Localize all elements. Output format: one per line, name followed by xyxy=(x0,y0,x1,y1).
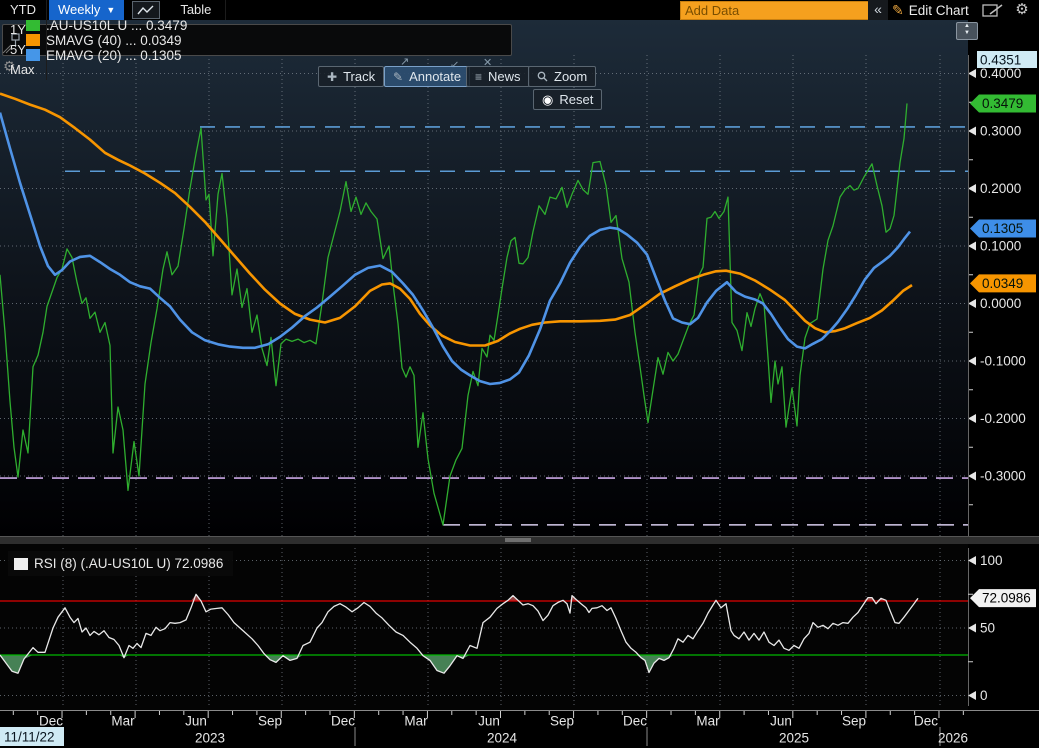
axis-tick-arrow xyxy=(968,184,976,193)
reset-label: Reset xyxy=(559,92,593,107)
rsi-legend-label: RSI (8) (.AU-US10L U) 72.0986 xyxy=(34,556,223,571)
axis-tick-label: 0.0000 xyxy=(980,296,1021,311)
high-value-label: 0.4351 xyxy=(980,53,1021,68)
year-label: 2023 xyxy=(195,731,225,746)
month-label: Mar xyxy=(696,714,720,729)
period-dropdown[interactable]: Weekly ▼ xyxy=(49,0,124,20)
month-label: Dec xyxy=(623,714,647,729)
reset-dot-icon: ◉ xyxy=(542,92,553,108)
axis-tick-arrow xyxy=(968,357,976,366)
axis-tick-label: 0.1000 xyxy=(980,239,1021,254)
axis-tick-label: 0.4000 xyxy=(980,66,1021,81)
table-button[interactable]: Table xyxy=(166,0,226,20)
year-label: 2026 xyxy=(938,731,968,746)
legend-label: SMAVG (40) ... 0.0349 xyxy=(46,33,182,48)
year-label: 2024 xyxy=(487,731,518,746)
crosshair-icon: ✚ xyxy=(327,70,337,84)
chevron-down-icon: ▼ xyxy=(106,0,115,20)
bloomberg-chart-window: 0.4000 0.3000 0.2000 0.1000 0.0000 -0.1000 -0.… xyxy=(0,0,1039,748)
axis-tick-label: 100 xyxy=(980,553,1003,568)
add-data-input[interactable] xyxy=(680,1,872,20)
zoom-button[interactable]: Zoom xyxy=(528,66,596,87)
news-button[interactable]: ≡ News xyxy=(466,66,530,87)
axis-tick-label: 0.2000 xyxy=(980,181,1021,196)
period-tabs: 3D1M6MYTD1Y5YMax xyxy=(0,0,47,80)
axis-tick-arrow xyxy=(968,299,976,308)
axis-tick-label: 0 xyxy=(980,688,988,703)
annotate-label: Annotate xyxy=(409,69,461,84)
legend-item[interactable]: SMAVG (40) ... 0.0349 xyxy=(26,33,187,48)
zoom-label: Zoom xyxy=(554,69,587,84)
panel-resize-widget[interactable]: ▲ ▼ xyxy=(956,22,978,40)
top-toolbar: 3D1M6MYTD1Y5YMax Weekly ▼ Table « ✎ Edit… xyxy=(0,0,1039,20)
axis-tick-label: 50 xyxy=(980,621,995,636)
axis-tick-arrow xyxy=(968,556,976,565)
rsi-legend[interactable]: RSI (8) (.AU-US10L U) 72.0986 xyxy=(8,551,233,576)
annotate-button[interactable]: ✎ Annotate xyxy=(384,66,470,87)
value-tag-label: 0.0349 xyxy=(982,276,1023,291)
month-label: Mar xyxy=(111,714,135,729)
month-label: Jun xyxy=(478,714,500,729)
month-label: Dec xyxy=(39,714,63,729)
panel-up-icon: ▲ xyxy=(957,23,977,30)
track-label: Track xyxy=(343,69,375,84)
magnifier-icon xyxy=(537,71,548,82)
news-lines-icon: ≡ xyxy=(475,70,482,84)
pencil-icon: ✎ xyxy=(393,70,403,84)
period-dropdown-label: Weekly xyxy=(58,0,100,20)
tab-1y[interactable]: 1Y xyxy=(0,20,47,40)
year-label: 2025 xyxy=(779,731,809,746)
legend-items: .AU-US10L U ... 0.3479SMAVG (40) ... 0.0… xyxy=(26,18,200,63)
gear-icon[interactable]: ⚙ xyxy=(1011,0,1033,20)
value-tag-label: 72.0986 xyxy=(982,591,1031,606)
axis-tick-label: 0.3000 xyxy=(980,124,1021,139)
line-chart-icon xyxy=(137,4,155,16)
value-tag-label: 0.1305 xyxy=(982,221,1023,236)
chart-annotate-settings-button[interactable] xyxy=(982,2,1006,18)
legend-resize-grip[interactable] xyxy=(2,44,12,54)
month-label: Sep xyxy=(258,714,282,729)
pencil-icon: ✎ xyxy=(892,2,904,19)
month-label: Jun xyxy=(770,714,792,729)
axis-tick-arrow xyxy=(968,472,976,481)
panel-down-icon: ▼ xyxy=(957,30,977,37)
value-tag-label: 0.3479 xyxy=(982,96,1023,111)
splitter-handle[interactable] xyxy=(505,538,531,542)
month-label: Dec xyxy=(331,714,355,729)
axis-tick-arrow xyxy=(968,691,976,700)
month-label: Dec xyxy=(914,714,938,729)
legend-item[interactable]: EMAVG (20) ... 0.1305 xyxy=(26,48,187,63)
reset-button[interactable]: ◉ Reset xyxy=(533,89,602,110)
news-label: News xyxy=(488,69,521,84)
axis-tick-label: -0.2000 xyxy=(980,411,1026,426)
month-label: Sep xyxy=(842,714,866,729)
chart-type-button[interactable] xyxy=(132,1,160,19)
main-chart-legend[interactable]: .AU-US10L U ... 0.3479SMAVG (40) ... 0.0… xyxy=(2,24,512,56)
month-label: Jun xyxy=(185,714,207,729)
month-label: Mar xyxy=(404,714,428,729)
rsi-swatch xyxy=(14,558,28,570)
chart-canvas: 0.4000 0.3000 0.2000 0.1000 0.0000 -0.1000 -0.… xyxy=(0,0,1039,748)
legend-label: EMAVG (20) ... 0.1305 xyxy=(46,48,182,63)
axis-tick-label: -0.1000 xyxy=(980,354,1026,369)
edit-chart-label: Edit Chart xyxy=(909,3,969,18)
axis-tick-arrow xyxy=(968,69,976,78)
edit-chart-button[interactable]: ✎ Edit Chart xyxy=(892,0,969,20)
tab-ytd[interactable]: YTD xyxy=(0,0,47,20)
axis-tick-arrow xyxy=(968,414,976,423)
axis-tick-arrow xyxy=(968,127,976,136)
month-label: Sep xyxy=(550,714,574,729)
tab-max[interactable]: Max xyxy=(0,60,47,80)
chart-edit-icon xyxy=(982,2,1006,18)
axis-tick-arrow xyxy=(968,242,976,251)
axis-tick-label: -0.3000 xyxy=(980,469,1026,484)
track-button[interactable]: ✚ Track xyxy=(318,66,384,87)
main-plot-background xyxy=(0,20,968,536)
start-date-label: 11/11/22 xyxy=(4,730,55,745)
axis-tick-arrow xyxy=(968,624,976,633)
collapse-toolbar-button[interactable]: « xyxy=(868,0,888,20)
